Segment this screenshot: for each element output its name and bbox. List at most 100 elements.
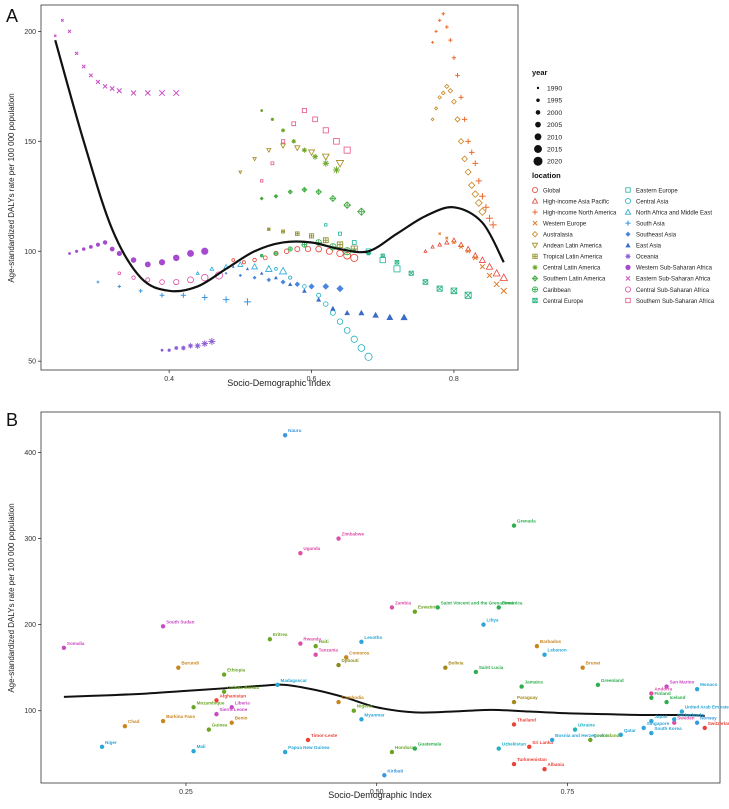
panel-b-axes: 0.25 0.50 0.75 100 200 300 400 [24,450,574,796]
legend-key-central-europe [532,297,538,304]
legend-key-central-latin-america [532,264,538,270]
legend-label-high-income-asia-pacific: High-income Asia Pacific [543,199,609,205]
point-western-sub-saharan-africa-4 [95,242,101,247]
point-eastern-sub-saharan-africa-10 [130,90,137,96]
point-central-latin-america-4 [301,147,308,153]
legend-key-caribbean-plus [532,286,538,293]
country-point-lesotho [359,639,364,645]
point-central-sub-saharan-africa-1 [131,275,136,280]
point-central-asia-0 [274,267,278,271]
legend-key-central-sub-saharan-africa [625,286,632,293]
point-western-sub-saharan-africa-8 [130,257,137,263]
point-global-7 [304,245,312,253]
point-oceania-5 [194,342,201,349]
country-label-comoros: Comoros [349,650,370,655]
point-north-africa-and-middle-east-0 [195,271,200,275]
country-point-paraguay [511,699,517,705]
country-point-kiribati [382,773,387,778]
point-australasia-10 [464,168,472,176]
country-point-somalia [61,645,67,651]
panel-a: A Socio-Demographic Index Age-standardiz… [6,4,715,388]
point-tropical-latin-america-2 [295,231,300,236]
size-legend-label-2020: 2020 [547,159,562,166]
country-point-benin [229,720,234,725]
point-western-sub-saharan-africa-7 [116,250,122,257]
a-xtick-label-0: 0.4 [164,376,174,383]
point-global-3 [262,255,268,261]
point-central-sub-saharan-africa-4 [173,278,180,286]
point-southern-latin-america-4 [315,188,322,196]
country-point-cambodia [336,699,341,705]
point-high-income-north-america-12 [472,160,479,167]
legend-label-east-asia: East Asia [636,244,662,250]
legend-label-australasia: Australasia [543,233,573,239]
country-label-tanzania: Tanzania [319,648,339,653]
country-label-bolivia: Bolivia [448,661,464,666]
country-point-chad [122,723,128,729]
point-australasia-2 [437,95,442,100]
country-point-singapore [641,725,646,731]
country-point-saint-vincent-and-the-grenadines [435,605,440,610]
country-label-cambodia: Cambodia [342,695,365,700]
point-high-income-asia-pacific-1 [430,244,435,249]
country-label-zambia: Zambia [395,600,412,605]
country-point-japan [649,718,654,724]
country-label-madagascar: Madagascar [281,678,308,683]
point-high-income-north-america-1 [434,29,438,33]
country-label-myanmar: Myanmar [364,712,384,717]
country-label-guinea: Guinea [212,723,228,728]
point-east-asia-8 [344,309,351,316]
country-label-united-arab-emirates: United Arab Emirates [685,705,729,710]
country-label-nigeria: Nigeria [357,704,373,709]
point-australasia-11 [468,181,476,189]
country-label-lebanon: Lebanon [548,648,567,653]
point-high-income-asia-pacific-10 [492,269,501,277]
point-caribbean-2-plus [288,246,293,252]
point-high-income-asia-pacific-3 [444,239,450,245]
point-east-asia-3 [273,275,278,280]
country-label-saint-lucia: Saint Lucia [479,665,504,670]
point-east-asia-2 [259,271,264,275]
point-southern-sub-saharan-africa-2 [281,139,286,144]
point-central-asia-9 [357,344,366,352]
point-eastern-sub-saharan-africa-13 [173,89,180,97]
legend-key-global [532,186,539,193]
point-central-europe-3 [394,259,400,265]
point-andean-latin-america-1 [252,157,257,162]
point-central-europe-6 [436,285,443,292]
point-western-europe-3 [458,244,464,249]
point-east-asia-9 [358,309,365,316]
country-point-monaco [694,686,700,692]
country-point-dominica [496,605,501,610]
panel-b-points: Nauru Grenada Zimbabwe Uganda Saint Vincent … [61,428,729,778]
point-southeast-asia-5 [294,281,301,288]
size-legend-label-2010: 2010 [547,134,562,141]
point-oceania-3 [181,345,186,351]
point-high-income-north-america-11 [468,149,475,156]
a-ytick-label-0: 50 [28,359,36,366]
point-tropical-latin-america-1 [281,229,285,234]
country-label-kiribati: Kiribati [387,768,403,773]
country-label-ukraine: Ukraine [578,723,595,728]
point-southern-sub-saharan-africa-7 [333,138,340,145]
point-australasia-3 [440,90,446,96]
country-label-saint-vincent-and-the-grenadines: Saint Vincent and the Grenadines [441,600,515,605]
point-oceania-1 [167,348,171,352]
point-central-latin-america-7 [332,166,341,174]
country-label-libya: Libya [486,618,498,623]
point-southeast-asia-0 [224,271,228,275]
point-global-2 [252,257,257,263]
country-label-netherlands: Netherlands [677,712,704,717]
point-southern-latin-america-5 [329,194,337,203]
country-point-honduras [389,749,395,755]
size-legend-dot-2015 [534,145,542,153]
country-label-turkmenistan: Turkmenistan [517,757,547,762]
legend-label-central-europe: Central Europe [543,299,584,305]
country-label-afghanistan: Afghanistan [219,693,246,698]
legend-key-australasia [531,231,539,238]
country-label-haiti: Haiti [319,639,329,644]
point-eastern-sub-saharan-africa-11 [144,89,151,96]
point-southern-latin-america-1 [273,194,279,199]
point-caribbean-1 [273,251,279,256]
point-australasia-1 [434,106,439,111]
